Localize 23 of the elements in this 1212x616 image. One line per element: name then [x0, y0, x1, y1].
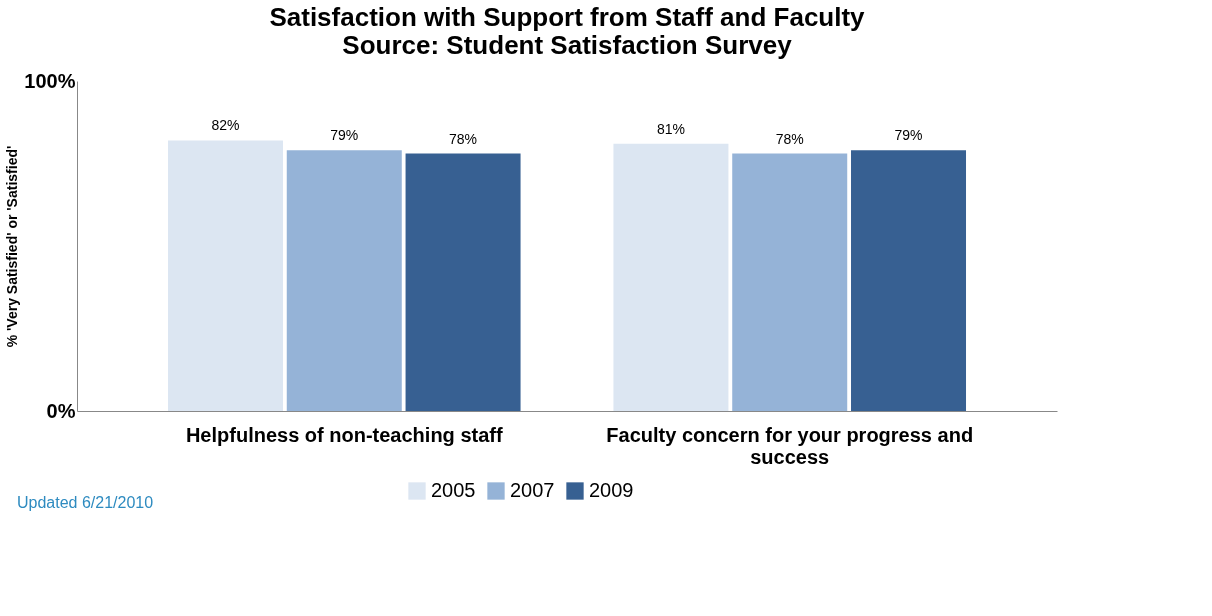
bar [286, 150, 402, 411]
bar [732, 153, 848, 411]
text: 78% [449, 130, 478, 147]
x-tick-label: Faculty concern for your progress and success [606, 423, 974, 468]
chart-title: Satisfaction with Support from Staff and Faculty [269, 2, 866, 32]
text: 79% [894, 127, 923, 144]
bar [167, 140, 283, 411]
bar [613, 143, 729, 411]
legend-label: 2007 [510, 479, 555, 501]
text: Updated 6/21/2010 [17, 494, 154, 511]
y-tick-label: 0% [46, 399, 76, 422]
bar [851, 150, 967, 411]
x-tick-label: Helpfulness of non-teaching staff [185, 423, 503, 446]
bar [405, 153, 521, 411]
y-axis-title: % 'Very Satisfied' or 'Satisfied' [4, 145, 21, 348]
text: 79% [330, 127, 359, 144]
legend-label: 2009 [589, 479, 634, 501]
text: 81% [656, 120, 685, 137]
text: 78% [775, 130, 804, 147]
legend-label: 2005 [431, 479, 476, 501]
text: 82% [211, 117, 240, 134]
y-tick-label: 100% [24, 69, 76, 92]
chart-subtitle: Source: Student Satisfaction Survey [342, 30, 793, 60]
